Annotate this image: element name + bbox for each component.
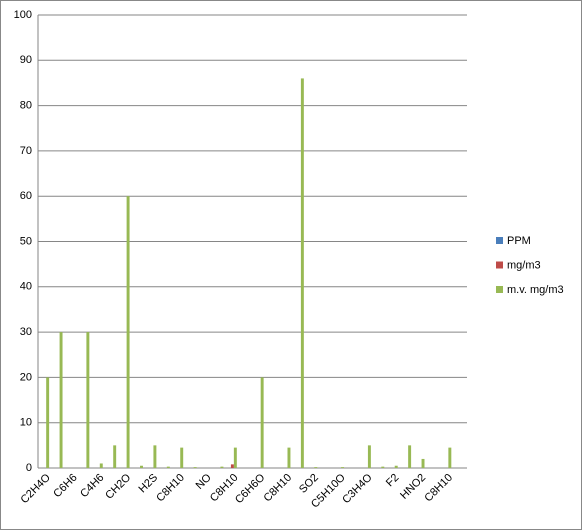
bar <box>59 332 63 468</box>
bar <box>260 377 264 468</box>
bar <box>180 447 184 468</box>
bar <box>140 465 143 468</box>
bar <box>381 466 385 468</box>
bar <box>126 196 130 468</box>
y-tick-label: 0 <box>26 462 32 474</box>
y-tick-label: 100 <box>14 9 32 21</box>
y-tick-label: 90 <box>20 54 32 66</box>
bar <box>86 332 90 468</box>
y-tick-label: 40 <box>20 281 32 293</box>
bar <box>394 465 398 468</box>
legend-swatch <box>496 261 503 269</box>
bar <box>233 447 237 468</box>
bar <box>220 466 224 468</box>
bar <box>193 467 197 468</box>
legend-label: PPM <box>507 235 531 247</box>
bar <box>230 464 234 468</box>
y-tick-label: 30 <box>20 326 32 338</box>
bar <box>314 467 318 468</box>
legend-label: mg/m3 <box>507 259 541 271</box>
bar <box>300 78 304 469</box>
y-tick-label: 80 <box>20 100 32 112</box>
bar <box>408 445 412 468</box>
bar <box>113 445 117 468</box>
legend-label: m.v. mg/m3 <box>507 284 564 296</box>
legend-swatch <box>496 237 503 244</box>
bar <box>448 447 452 468</box>
bar <box>421 458 425 468</box>
y-tick-label: 50 <box>20 235 32 247</box>
y-tick-label: 60 <box>20 190 32 202</box>
bar <box>99 463 103 468</box>
y-tick-label: 70 <box>20 145 32 157</box>
bar <box>46 377 50 468</box>
bar <box>153 445 157 468</box>
bar <box>341 467 345 468</box>
legend-swatch <box>496 286 503 293</box>
y-tick-label: 10 <box>20 417 32 429</box>
bar <box>287 447 291 468</box>
bar <box>367 445 371 468</box>
bar <box>166 466 170 468</box>
y-tick-label: 20 <box>20 371 32 383</box>
